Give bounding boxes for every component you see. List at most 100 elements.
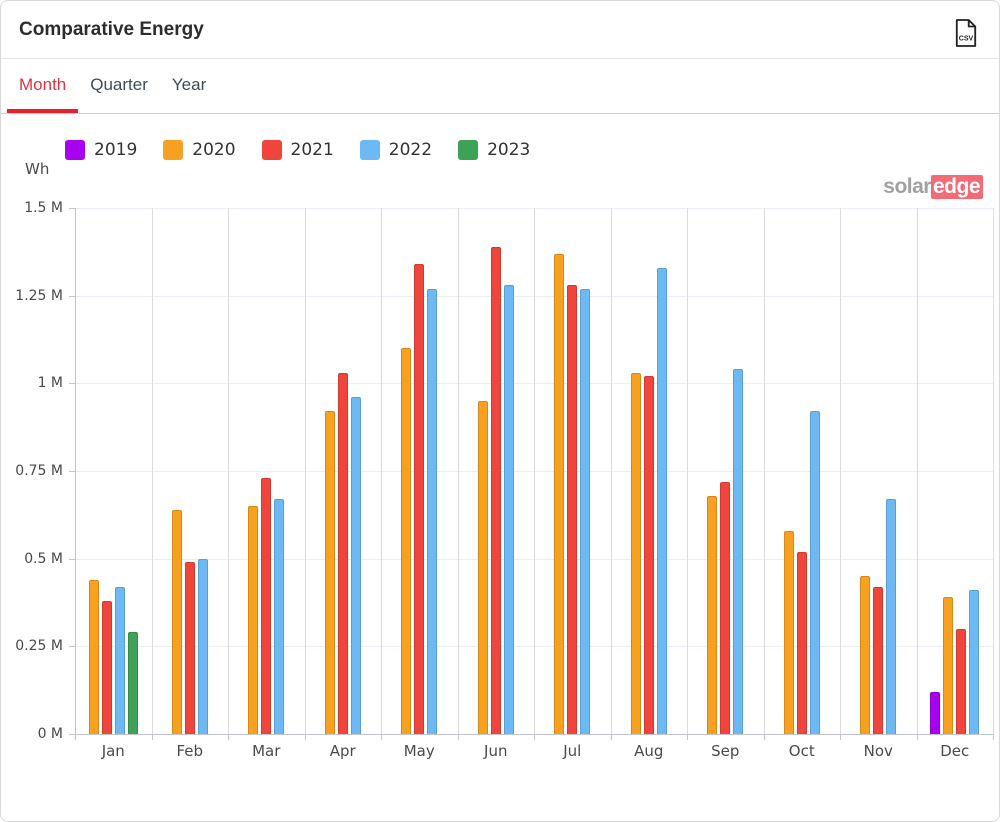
bar-2022-Apr[interactable]: [350, 397, 361, 734]
bar-2022-May[interactable]: [427, 288, 438, 734]
legend-item-2021[interactable]: 2021: [261, 140, 334, 160]
x-axis-tick: [534, 734, 535, 740]
x-axis-label: Oct: [788, 742, 815, 760]
bar-2020-Mar[interactable]: [248, 506, 259, 734]
bar-2020-Jan[interactable]: [88, 579, 99, 734]
tab-year[interactable]: Year: [171, 75, 207, 94]
csv-file-icon: CSV: [955, 19, 977, 47]
y-axis-label: 0.25 M: [15, 638, 63, 655]
bar-2021-Sep[interactable]: [720, 481, 731, 734]
legend-swatch: [163, 140, 184, 160]
bar-2021-Jul[interactable]: [567, 285, 578, 734]
bar-2022-Jul[interactable]: [580, 288, 591, 734]
bar-2022-Oct[interactable]: [809, 411, 820, 734]
legend-item-2020[interactable]: 2020: [163, 140, 236, 160]
x-axis-tick: [75, 734, 76, 740]
y-axis-tick: [69, 295, 75, 297]
bar-2020-Aug[interactable]: [630, 372, 641, 734]
x-axis-label: Apr: [329, 742, 356, 760]
tab-quarter[interactable]: Quarter: [90, 75, 148, 94]
tab-month[interactable]: Month: [7, 58, 79, 113]
bar-2019-Dec[interactable]: [930, 691, 941, 734]
x-axis-tick: [917, 734, 918, 740]
y-axis-tick: [69, 208, 75, 209]
bar-2023-Jan[interactable]: [127, 632, 138, 734]
bar-2021-Feb[interactable]: [184, 562, 195, 734]
legend-item-2023[interactable]: 2023: [458, 140, 530, 160]
y-axis-unit: Wh: [25, 160, 50, 178]
x-axis-label: Nov: [863, 742, 893, 760]
x-axis-tick: [611, 734, 612, 740]
y-axis-label: 1 M: [37, 375, 63, 392]
bar-2020-Sep[interactable]: [707, 495, 718, 734]
bar-2022-Jun[interactable]: [503, 285, 514, 734]
bar-2022-Dec[interactable]: [969, 590, 980, 734]
x-gridline: [687, 208, 688, 734]
page-title: Comparative Energy: [19, 19, 204, 40]
bar-2021-Oct[interactable]: [796, 551, 807, 734]
solaredge-logo-edge: edge: [930, 175, 983, 199]
bar-2022-Mar[interactable]: [274, 499, 285, 734]
bar-2022-Nov[interactable]: [886, 499, 897, 734]
bar-2020-Jul[interactable]: [554, 253, 565, 734]
x-gridline: [611, 208, 612, 734]
y-axis-label: 0.75 M: [15, 463, 63, 479]
x-gridline: [381, 208, 382, 734]
solaredge-logo-solar: solar: [883, 175, 931, 198]
y-axis-tick: [69, 471, 75, 472]
bar-2022-Aug[interactable]: [656, 267, 667, 734]
bar-2021-Apr[interactable]: [337, 372, 348, 734]
x-axis-tick: [764, 734, 765, 740]
x-axis-label: Jun: [484, 742, 508, 760]
bar-2020-Apr[interactable]: [324, 411, 335, 734]
bar-2021-May[interactable]: [414, 264, 425, 734]
bar-2021-Nov[interactable]: [873, 586, 884, 734]
bar-2021-Mar[interactable]: [261, 478, 272, 734]
x-gridline: [152, 208, 153, 734]
x-gridline: [764, 208, 765, 734]
bar-2022-Jan[interactable]: [114, 586, 125, 734]
legend-item-2019[interactable]: 2019: [65, 140, 137, 160]
bar-2021-Jan[interactable]: [101, 600, 112, 734]
x-axis-tick: [305, 734, 306, 740]
bar-2021-Aug[interactable]: [643, 376, 654, 734]
legend-swatch: [359, 140, 380, 160]
solaredge-logo: solaredge: [883, 175, 983, 199]
bar-2022-Sep[interactable]: [733, 369, 744, 734]
x-axis-label: Jul: [563, 742, 582, 760]
bar-2020-Jun[interactable]: [477, 400, 488, 734]
bar-2020-May[interactable]: [401, 348, 412, 734]
x-gridline: [840, 208, 841, 734]
bar-2022-Feb[interactable]: [197, 558, 208, 734]
csv-export-button[interactable]: CSV: [953, 18, 979, 48]
y-axis-tick: [69, 383, 75, 385]
bar-2020-Dec[interactable]: [943, 597, 954, 734]
y-axis-tick: [69, 558, 75, 560]
plot-area: 0 M 0.25 M 0.5 M 0.75 M 1 M 1.25 M 1.5 M Jan Feb…: [15, 200, 994, 760]
legend-label: 2020: [192, 140, 236, 160]
x-axis-label: Mar: [252, 742, 281, 760]
bar-2020-Nov[interactable]: [860, 576, 871, 734]
y-axis-tick: [69, 646, 75, 648]
y-axis-label: 1.25 M: [15, 287, 63, 304]
x-axis-tick: [152, 734, 153, 740]
x-gridline: [305, 208, 306, 734]
x-axis-tick: [458, 734, 459, 740]
x-axis-tick: [687, 734, 688, 740]
bar-2020-Feb[interactable]: [171, 509, 182, 734]
y-axis-label: 0.5 M: [24, 550, 63, 567]
y-axis-label: 0 M: [37, 726, 63, 742]
legend-label: 2023: [487, 140, 531, 160]
bar-2021-Jun[interactable]: [490, 246, 501, 734]
x-axis-label: Feb: [176, 742, 204, 760]
x-gridline: [993, 208, 994, 734]
bar-2021-Dec[interactable]: [956, 628, 967, 734]
x-axis-label: Jan: [101, 742, 125, 760]
x-axis-tick: [840, 734, 841, 740]
legend-item-2022[interactable]: 2022: [359, 140, 433, 160]
view-tabs: Month Quarter Year: [1, 58, 999, 114]
y-gridline: [75, 734, 993, 735]
legend-label: 2022: [388, 140, 433, 160]
y-axis-label: 1.5 M: [24, 200, 63, 216]
bar-2020-Oct[interactable]: [783, 530, 794, 734]
